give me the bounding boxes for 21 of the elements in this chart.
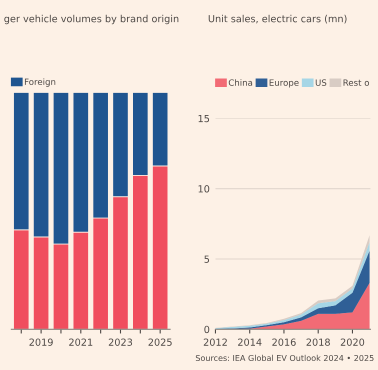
- x-tick-label: 2019: [29, 338, 53, 346]
- legend-label: US: [316, 79, 326, 86]
- y-tick-label: 15: [198, 115, 210, 122]
- y-tick-label: 0: [204, 326, 210, 334]
- y-tick-label: 5: [204, 256, 210, 263]
- x-tick-label: 2023: [108, 338, 132, 346]
- legend-label: Europe: [270, 79, 299, 88]
- y-tick-label: 10: [198, 185, 210, 193]
- chart-title: ger vehicle volumes by brand origin: [4, 14, 178, 24]
- x-tick-label: 2014: [238, 338, 262, 346]
- x-tick-label: 2018: [306, 338, 330, 346]
- x-tick-label: 2016: [272, 338, 296, 346]
- legend-label: Rest o: [344, 79, 370, 86]
- chart-title: Unit sales, electric cars (mn): [208, 14, 347, 24]
- legend-label: Foreign: [24, 78, 56, 87]
- source-note: Sources: IEA Global EV Outlook 2024 • 2025: [196, 354, 374, 362]
- x-tick-label: 2025: [148, 338, 172, 346]
- x-tick-label: 2021: [69, 338, 92, 346]
- x-tick-label: 2020: [340, 338, 364, 346]
- legend-label: China: [228, 79, 252, 86]
- x-tick-label: 2012: [204, 338, 227, 346]
